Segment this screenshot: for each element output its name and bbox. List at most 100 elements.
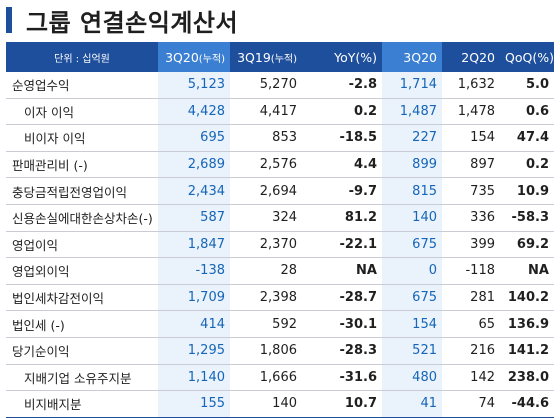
table-cell: 140.2	[500, 284, 554, 312]
table-row: 순영업수익 5,123 5,270 -2.8 1,714 1,632 5.0	[6, 72, 554, 99]
table-cell: 227	[382, 124, 442, 152]
table-cell: 0.6	[500, 98, 554, 126]
table-cell: 735	[442, 177, 500, 205]
table-cell: 324	[230, 204, 302, 232]
table-cell: 1,847	[158, 231, 230, 259]
row-label: 충당금적립전영업이익	[6, 177, 158, 205]
table-cell: 142	[442, 364, 500, 392]
row-label: 법인세 (-)	[6, 310, 158, 338]
table-cell: 336	[442, 204, 500, 232]
table-cell: -30.1	[302, 310, 382, 338]
table-cell: -2.8	[302, 72, 382, 99]
table-cell: 675	[382, 231, 442, 259]
table-cell: 136.9	[500, 310, 554, 338]
col-3q19-cum-note: (누적)	[270, 53, 297, 65]
table-cell: 216	[442, 337, 500, 365]
table-cell: 0.2	[500, 151, 554, 179]
table-row: 이자 이익 4,428 4,417 0.2 1,487 1,478 0.6	[6, 98, 554, 126]
table-cell: 853	[230, 124, 302, 152]
row-label: 비이자 이익	[6, 124, 158, 152]
table-cell: 0	[382, 257, 442, 285]
row-label: 판매관리비 (-)	[6, 151, 158, 179]
title-row: 그룹 연결손익계산서	[6, 0, 238, 40]
col-3q19-cum-period: 3Q19	[237, 49, 271, 65]
table-cell: 141.2	[500, 337, 554, 365]
table-cell: 0.2	[302, 98, 382, 126]
table-cell: 4,417	[230, 98, 302, 126]
table-cell: 5,123	[158, 72, 230, 99]
table-cell: 2,370	[230, 231, 302, 259]
table-cell: 69.2	[500, 231, 554, 259]
table-cell: 1,632	[442, 72, 500, 99]
col-header-2q20: 2Q20	[442, 42, 500, 72]
table-cell: 81.2	[302, 204, 382, 232]
col-header-qoq: QoQ(%)	[500, 42, 554, 72]
table-row: 비지배지분 155 140 10.7 41 74 -44.6	[6, 390, 554, 418]
table-cell: 1,714	[382, 72, 442, 99]
table-cell: -44.6	[500, 390, 554, 418]
table-cell: 238.0	[500, 364, 554, 392]
table-cell: 74	[442, 390, 500, 418]
col-3q20-cum-note: (누적)	[198, 53, 225, 65]
table-cell: 414	[158, 310, 230, 338]
table-cell: 897	[442, 151, 500, 179]
table-cell: 28	[230, 257, 302, 285]
table-cell: 5,270	[230, 72, 302, 99]
table-cell: 140	[230, 390, 302, 418]
row-label: 영업외이익	[6, 257, 158, 285]
table-cell: -58.3	[500, 204, 554, 232]
table-cell: 5.0	[500, 72, 554, 99]
table-cell: -9.7	[302, 177, 382, 205]
table-cell: NA	[302, 257, 382, 285]
table-cell: 480	[382, 364, 442, 392]
table-cell: 1,295	[158, 337, 230, 365]
col-header-3q19-cum: 3Q19(누적)	[230, 42, 302, 72]
row-label: 당기순이익	[6, 337, 158, 365]
table-cell: 815	[382, 177, 442, 205]
table-cell: 1,709	[158, 284, 230, 312]
table-body: 순영업수익 5,123 5,270 -2.8 1,714 1,632 5.0 이자 이익 4,4…	[6, 72, 554, 418]
table-row: 신용손실에대한손상차손(-) 587 324 81.2 140 336 -58.3	[6, 204, 554, 232]
table-row: 지배기업 소유주지분 1,140 1,666 -31.6 480 142 238.0	[6, 364, 554, 392]
table-cell: 1,140	[158, 364, 230, 392]
table-cell: 10.7	[302, 390, 382, 418]
table-cell: 10.9	[500, 177, 554, 205]
table-cell: 1,806	[230, 337, 302, 365]
table-cell: 1,666	[230, 364, 302, 392]
table-cell: 1,487	[382, 98, 442, 126]
row-label: 비지배지분	[6, 390, 158, 418]
table-cell: 592	[230, 310, 302, 338]
table-row: 법인세 (-) 414 592 -30.1 154 65 136.9	[6, 310, 554, 338]
table-cell: -28.7	[302, 284, 382, 312]
table-cell: -22.1	[302, 231, 382, 259]
table-row: 법인세차감전이익 1,709 2,398 -28.7 675 281 140.2	[6, 284, 554, 312]
table-cell: 2,398	[230, 284, 302, 312]
table-row: 당기순이익 1,295 1,806 -28.3 521 216 141.2	[6, 337, 554, 365]
table-cell: 154	[442, 124, 500, 152]
row-label: 이자 이익	[6, 98, 158, 126]
row-label: 신용손실에대한손상차손(-)	[6, 204, 158, 232]
table-cell: 65	[442, 310, 500, 338]
table-cell: -118	[442, 257, 500, 285]
table-row: 영업이익 1,847 2,370 -22.1 675 399 69.2	[6, 231, 554, 259]
table-cell: 2,694	[230, 177, 302, 205]
table-cell: NA	[500, 257, 554, 285]
title-accent-bar	[6, 7, 12, 33]
table-cell: -31.6	[302, 364, 382, 392]
table-cell: 47.4	[500, 124, 554, 152]
table-row: 영업외이익 -138 28 NA 0 -118 NA	[6, 257, 554, 285]
row-label: 지배기업 소유주지분	[6, 364, 158, 392]
col-3q20-cum-period: 3Q20	[165, 49, 199, 65]
table-header-row: 단위 : 십억원 3Q20(누적) 3Q19(누적) YoY(%) 3Q20 2…	[6, 42, 554, 72]
table-cell: 521	[382, 337, 442, 365]
table-cell: 2,576	[230, 151, 302, 179]
table-row: 비이자 이익 695 853 -18.5 227 154 47.4	[6, 124, 554, 152]
table-cell: 155	[158, 390, 230, 418]
col-header-3q20-cum: 3Q20(누적)	[158, 42, 230, 72]
table-cell: 2,689	[158, 151, 230, 179]
table-cell: 399	[442, 231, 500, 259]
table-cell: 2,434	[158, 177, 230, 205]
table-cell: 41	[382, 390, 442, 418]
table-cell: 154	[382, 310, 442, 338]
